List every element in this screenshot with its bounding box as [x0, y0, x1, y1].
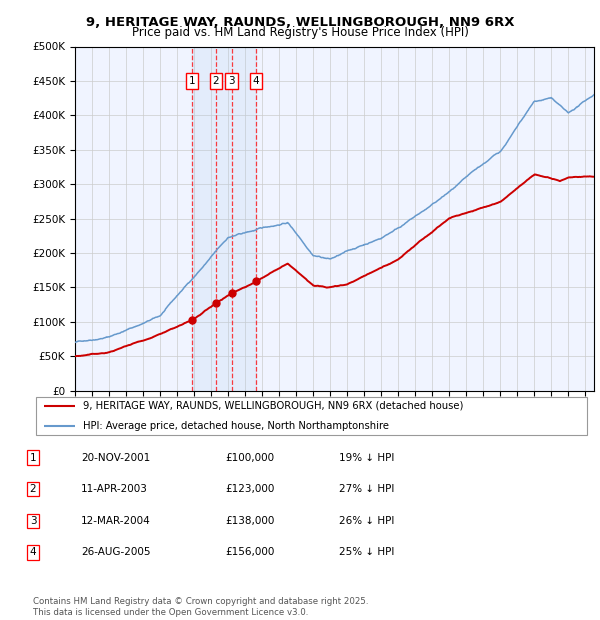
FancyBboxPatch shape — [36, 397, 587, 435]
Text: 3: 3 — [228, 76, 235, 86]
Text: 1: 1 — [189, 76, 196, 86]
Text: 9, HERITAGE WAY, RAUNDS, WELLINGBOROUGH, NN9 6RX: 9, HERITAGE WAY, RAUNDS, WELLINGBOROUGH,… — [86, 16, 514, 29]
Text: £138,000: £138,000 — [225, 516, 274, 526]
Text: £156,000: £156,000 — [225, 547, 274, 557]
Text: 2: 2 — [212, 76, 219, 86]
Text: 12-MAR-2004: 12-MAR-2004 — [81, 516, 151, 526]
Text: 4: 4 — [253, 76, 260, 86]
Text: 26-AUG-2005: 26-AUG-2005 — [81, 547, 151, 557]
Text: £123,000: £123,000 — [225, 484, 274, 494]
Text: 25% ↓ HPI: 25% ↓ HPI — [339, 547, 394, 557]
Text: 19% ↓ HPI: 19% ↓ HPI — [339, 453, 394, 463]
Text: 9, HERITAGE WAY, RAUNDS, WELLINGBOROUGH, NN9 6RX (detached house): 9, HERITAGE WAY, RAUNDS, WELLINGBOROUGH,… — [83, 401, 464, 411]
Text: 20-NOV-2001: 20-NOV-2001 — [81, 453, 150, 463]
Text: Price paid vs. HM Land Registry's House Price Index (HPI): Price paid vs. HM Land Registry's House … — [131, 26, 469, 39]
Text: 26% ↓ HPI: 26% ↓ HPI — [339, 516, 394, 526]
Text: £100,000: £100,000 — [225, 453, 274, 463]
Text: 4: 4 — [29, 547, 37, 557]
Text: 1: 1 — [29, 453, 37, 463]
Text: 11-APR-2003: 11-APR-2003 — [81, 484, 148, 494]
Text: 27% ↓ HPI: 27% ↓ HPI — [339, 484, 394, 494]
Bar — [192, 46, 256, 391]
Text: 2: 2 — [29, 484, 37, 494]
Text: Contains HM Land Registry data © Crown copyright and database right 2025.
This d: Contains HM Land Registry data © Crown c… — [33, 598, 368, 617]
Text: 3: 3 — [29, 516, 37, 526]
Text: HPI: Average price, detached house, North Northamptonshire: HPI: Average price, detached house, Nort… — [83, 421, 389, 431]
